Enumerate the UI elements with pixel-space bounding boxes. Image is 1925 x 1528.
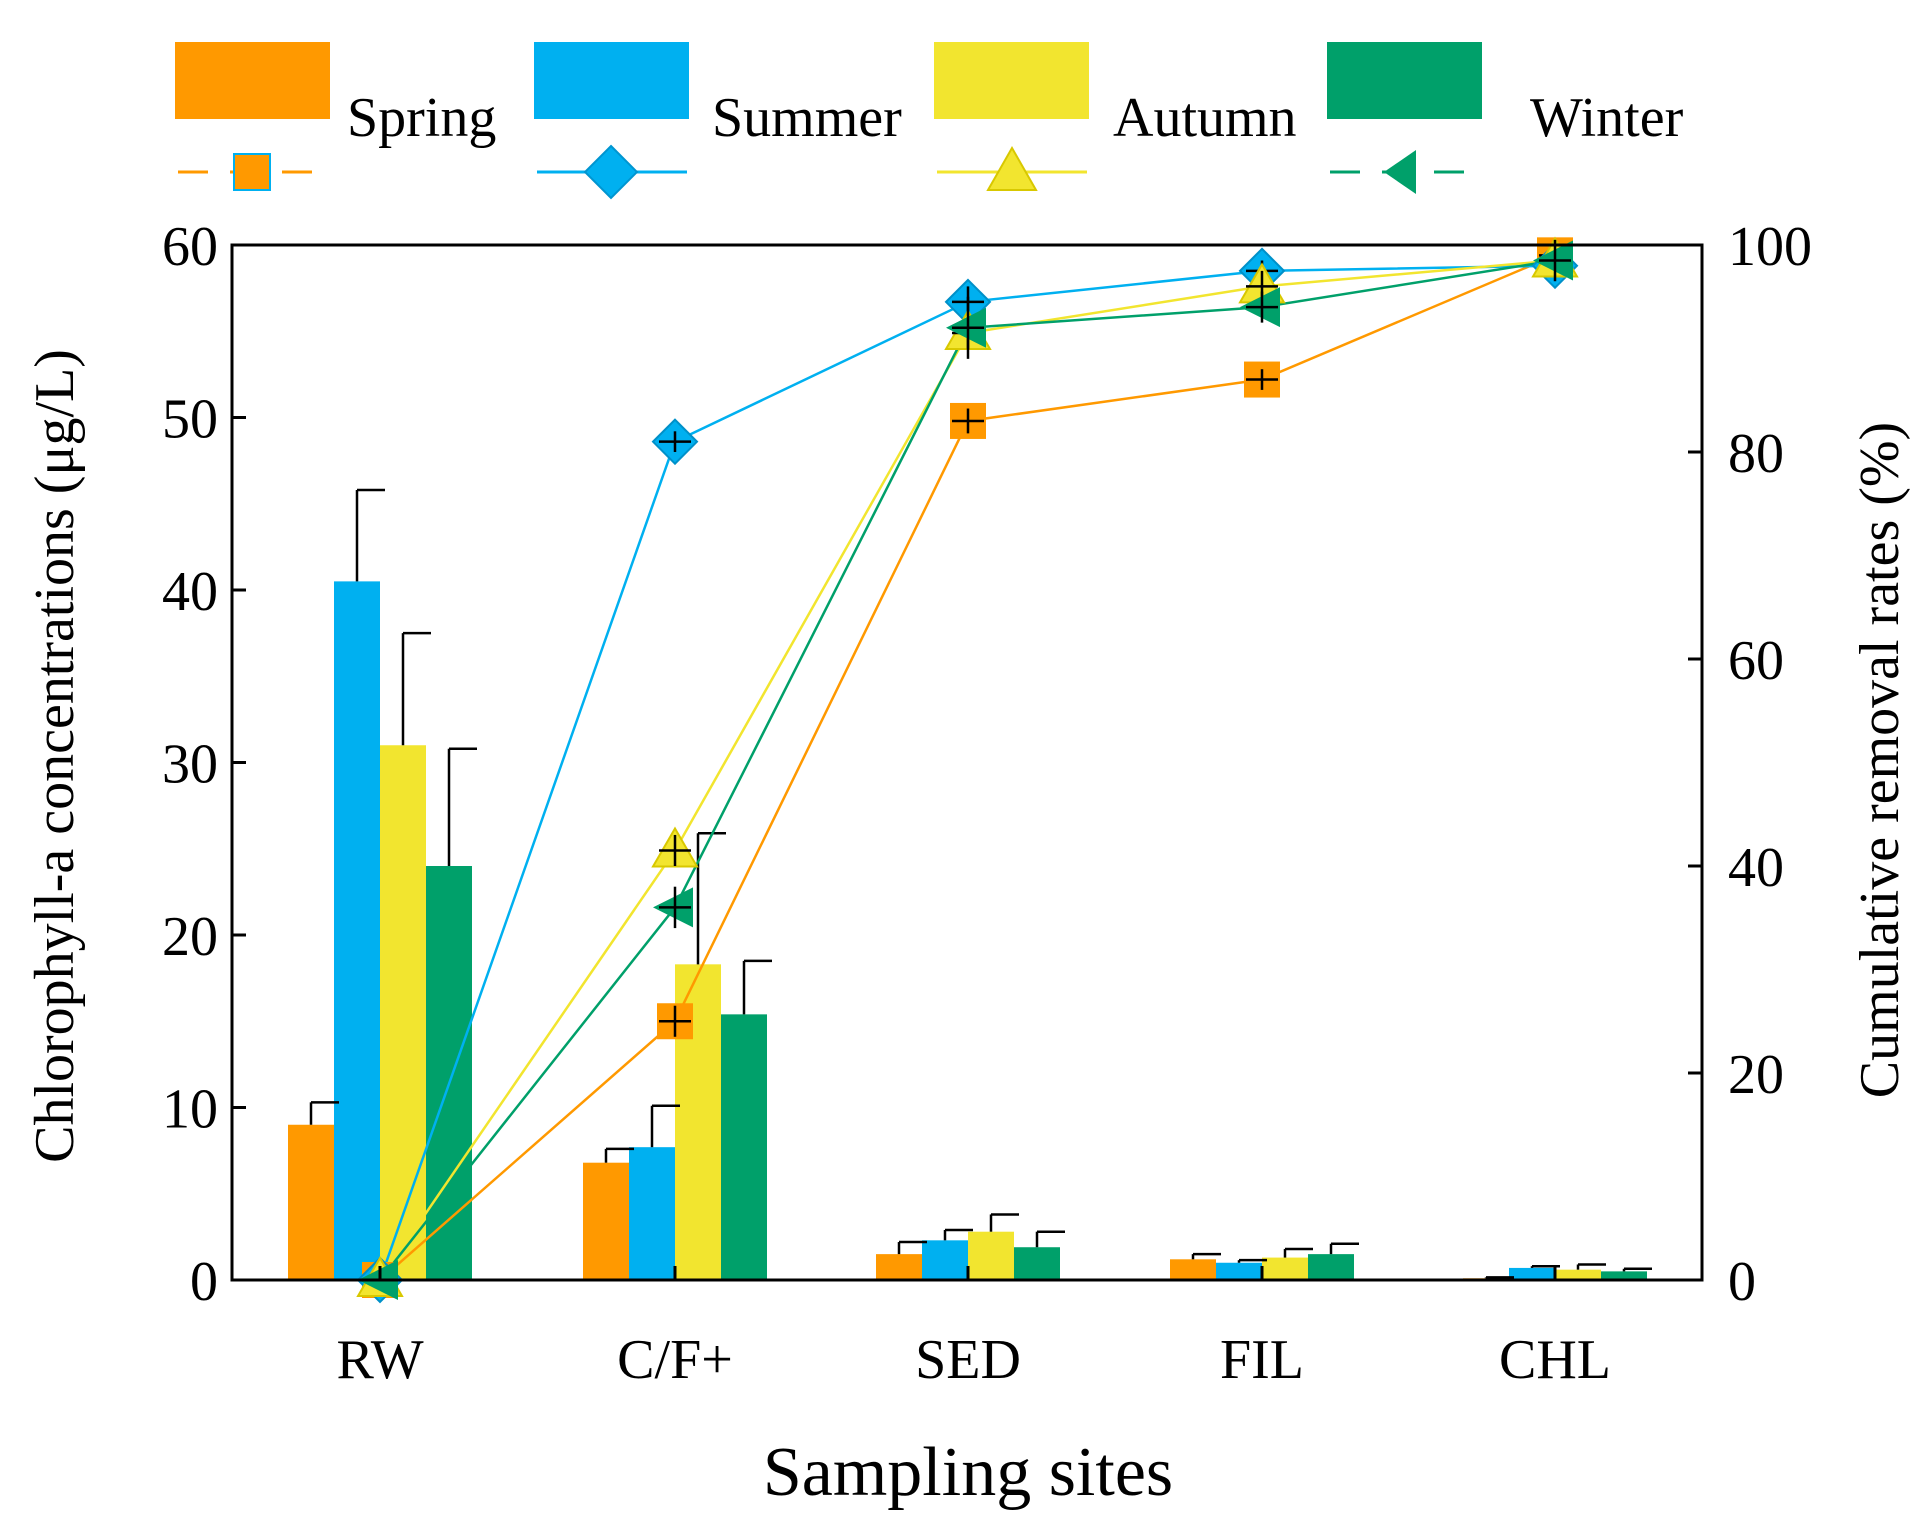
legend-marker-winter [1384, 150, 1416, 194]
axes-layer: 0 10 20 30 40 50 60 0 20 40 60 80 100 RW C/F+ SED FIL CHL [162, 216, 1812, 1391]
legend-swatch-spring [175, 42, 330, 119]
bar-summer-c-f[interactable] [629, 1147, 675, 1280]
y-left-tick-label: 30 [162, 734, 218, 796]
y-left-tick-label: 20 [162, 906, 218, 968]
legend-item-autumn[interactable]: Autumn [934, 42, 1297, 191]
x-tick-label-fil: FIL [1220, 1329, 1304, 1391]
x-tick-label-c-f: C/F+ [617, 1329, 733, 1391]
legend: Spring Summer Autumn Winter [175, 42, 1684, 200]
y-right-tick-label: 40 [1728, 837, 1784, 899]
bar-winter-chl[interactable] [1601, 1271, 1647, 1280]
y-left-tick-label: 50 [162, 389, 218, 451]
y-axis-left-title: Chlorophyll-a concentrations (μg/L) [24, 349, 86, 1163]
legend-item-winter[interactable]: Winter [1327, 42, 1684, 194]
bar-summer-rw[interactable] [334, 581, 380, 1280]
legend-swatch-winter [1327, 42, 1482, 119]
x-tick-label-sed: SED [915, 1329, 1021, 1391]
legend-marker-spring [233, 153, 271, 191]
bar-autumn-sed[interactable] [968, 1231, 1014, 1280]
x-axis-title: Sampling sites [763, 1434, 1173, 1511]
bar-spring-c-f[interactable] [583, 1162, 629, 1280]
bar-autumn-chl[interactable] [1555, 1269, 1601, 1280]
y-axis-right-title: Cumulative removal rates (%) [1849, 422, 1911, 1098]
legend-item-spring[interactable]: Spring [175, 42, 496, 191]
legend-label-autumn: Autumn [1113, 87, 1297, 149]
y-right-tick-label: 20 [1728, 1044, 1784, 1106]
markers-layer [356, 236, 1579, 1304]
bar-winter-sed[interactable] [1014, 1247, 1060, 1280]
y-left-tick-label: 60 [162, 216, 218, 278]
bar-spring-fil[interactable] [1170, 1259, 1216, 1280]
y-left-tick-label: 0 [190, 1251, 218, 1313]
bar-autumn-rw[interactable] [380, 745, 426, 1280]
bar-spring-rw[interactable] [288, 1124, 334, 1280]
legend-marker-autumn [986, 145, 1038, 191]
bar-spring-sed[interactable] [876, 1254, 922, 1280]
bar-errors-layer [309, 488, 1652, 1279]
legend-label-winter: Winter [1530, 87, 1684, 149]
bar-summer-fil[interactable] [1216, 1262, 1262, 1280]
bars-layer [288, 581, 1647, 1280]
x-tick-label-rw: RW [336, 1329, 423, 1391]
bar-summer-chl[interactable] [1509, 1267, 1555, 1280]
legend-swatch-autumn [934, 42, 1089, 119]
bar-autumn-fil[interactable] [1262, 1257, 1308, 1280]
bar-summer-sed[interactable] [922, 1240, 968, 1280]
legend-label-spring: Spring [347, 87, 496, 149]
legend-marker-summer [583, 144, 639, 200]
y-left-tick-label: 10 [162, 1079, 218, 1141]
y-right-tick-label: 60 [1728, 630, 1784, 692]
legend-swatch-summer [534, 42, 689, 119]
y-left-tick-label: 40 [162, 561, 218, 623]
bar-winter-c-f[interactable] [721, 1014, 767, 1280]
bar-winter-fil[interactable] [1308, 1254, 1354, 1280]
y-right-tick-label: 100 [1728, 216, 1812, 278]
y-right-tick-label: 80 [1728, 423, 1784, 485]
x-tick-label-chl: CHL [1499, 1329, 1611, 1391]
y-right-tick-label: 0 [1728, 1251, 1756, 1313]
legend-label-summer: Summer [712, 87, 902, 149]
legend-item-summer[interactable]: Summer [534, 42, 902, 200]
